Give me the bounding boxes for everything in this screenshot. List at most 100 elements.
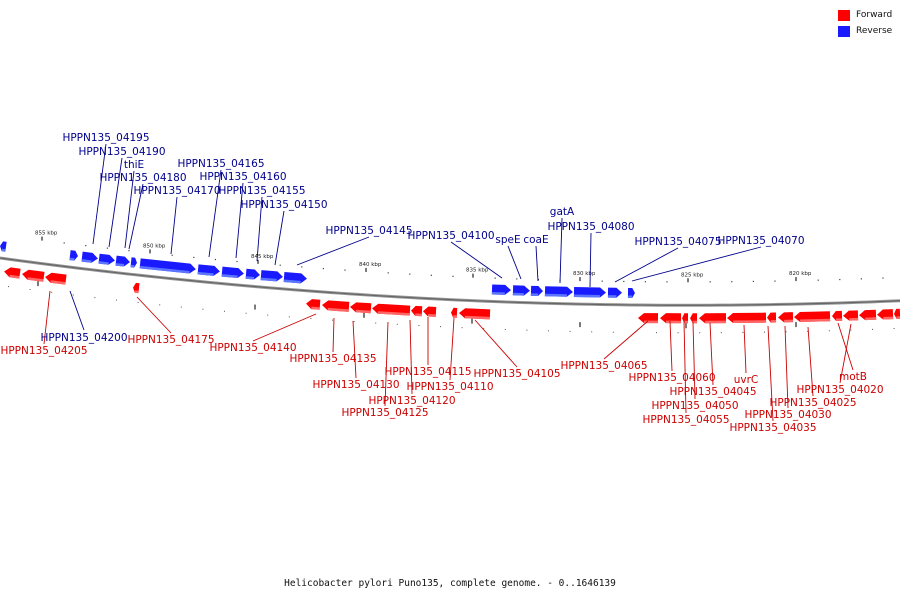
gene-label[interactable]: HPPN135_04030 [744, 409, 831, 421]
gene-label[interactable]: HPPN135_04080 [547, 221, 634, 233]
scale-minor-tick [409, 273, 411, 275]
forward-gene[interactable] [859, 309, 877, 321]
label-leader [589, 232, 592, 288]
forward-gene[interactable] [132, 282, 140, 294]
forward-gene[interactable] [638, 313, 659, 324]
gene-label[interactable]: HPPN135_04100 [407, 230, 494, 242]
reverse-gene[interactable] [283, 272, 308, 284]
scale-minor-tick [526, 329, 528, 331]
scale-ticks: 855 kbp 850 kbp 845 kbp 840 kbp 835 kbp 830 k… [8, 231, 895, 334]
gene-label[interactable]: HPPN135_04200 [40, 332, 127, 344]
reverse-gene[interactable] [491, 284, 511, 295]
reverse-gene[interactable] [607, 287, 622, 298]
reverse-gene[interactable] [98, 253, 115, 266]
gene-label[interactable]: HPPN135_04130 [312, 379, 399, 391]
forward-gene[interactable] [21, 269, 45, 282]
reverse-gene[interactable] [139, 258, 197, 274]
forward-gene[interactable] [44, 272, 67, 285]
gene-label[interactable]: HPPN135_04060 [628, 372, 715, 384]
scale-minor-tick [137, 302, 139, 304]
forward-gene[interactable] [3, 267, 21, 279]
gene-label[interactable]: speE [495, 234, 520, 246]
gene-label[interactable]: HPPN135_04190 [78, 146, 165, 158]
gene-label[interactable]: HPPN135_04065 [560, 360, 647, 372]
gene-label[interactable]: gatA [550, 206, 575, 218]
forward-gene[interactable] [322, 300, 350, 312]
gene-arrow-shade [197, 271, 214, 276]
reverse-gene[interactable] [0, 241, 7, 252]
forward-gene[interactable] [843, 310, 859, 321]
gene-arrow-shade [544, 293, 567, 297]
forward-gene[interactable] [699, 313, 727, 324]
scale-major-tick [472, 273, 474, 278]
reverse-gene[interactable] [627, 287, 635, 299]
gene-label[interactable]: HPPN135_04165 [177, 158, 264, 170]
gene-label[interactable]: HPPN135_04050 [651, 400, 738, 412]
reverse-gene[interactable] [530, 285, 543, 297]
forward-gene[interactable] [727, 312, 767, 324]
gene-label[interactable]: coaE [523, 234, 548, 246]
gene-label[interactable]: HPPN135_04155 [218, 185, 305, 197]
forward-gene[interactable] [423, 306, 437, 317]
forward-gene[interactable] [690, 313, 698, 324]
forward-gene[interactable] [778, 312, 794, 323]
gene-label[interactable]: HPPN135_04160 [199, 171, 286, 183]
gene-label[interactable]: HPPN135_04035 [729, 422, 816, 434]
reverse-gene[interactable] [245, 268, 261, 280]
forward-gene[interactable] [877, 309, 894, 320]
gene-label[interactable]: HPPN135_04110 [406, 381, 493, 393]
forward-gene[interactable] [350, 302, 372, 314]
forward-gene[interactable] [794, 311, 831, 322]
gene-label[interactable]: HPPN135_04055 [642, 414, 729, 426]
gene-label[interactable]: HPPN135_04115 [384, 366, 471, 378]
gene-label[interactable]: HPPN135_04175 [127, 334, 214, 346]
gene-label[interactable]: HPPN135_04180 [99, 172, 186, 184]
scale-major-tick [254, 304, 256, 310]
gene-label[interactable]: HPPN135_04170 [133, 185, 220, 197]
gene-label[interactable]: HPPN135_04150 [240, 199, 327, 211]
reverse-gene[interactable] [81, 251, 98, 264]
forward-gene[interactable] [459, 308, 491, 320]
gene-label[interactable]: thiE [124, 159, 144, 171]
label-leader [409, 319, 413, 395]
scale-minor-tick [116, 299, 117, 301]
reverse-gene[interactable] [573, 286, 606, 298]
forward-gene[interactable] [372, 303, 411, 316]
gene-label[interactable]: HPPN135_04025 [769, 397, 856, 409]
reverse-gene[interactable] [130, 257, 137, 268]
reverse-gene[interactable] [115, 255, 130, 268]
gene-label[interactable]: HPPN135_04205 [0, 345, 87, 357]
forward-gene[interactable] [306, 299, 321, 310]
forward-gene[interactable] [894, 308, 900, 319]
gene-label[interactable]: HPPN135_04135 [289, 353, 376, 365]
forward-gene[interactable] [682, 313, 689, 324]
gene-label[interactable]: HPPN135_04195 [62, 132, 149, 144]
gene-label[interactable]: HPPN135_04075 [634, 236, 721, 248]
gene-label[interactable]: uvrC [734, 374, 759, 386]
label-leader [256, 196, 263, 262]
forward-gene[interactable] [660, 313, 682, 324]
reverse-gene[interactable] [544, 286, 573, 297]
forward-gene[interactable] [451, 307, 458, 318]
scale-minor-tick [548, 330, 549, 332]
gene-label[interactable]: HPPN135_04045 [669, 386, 756, 398]
gene-label[interactable]: HPPN135_04125 [341, 407, 428, 419]
gene-label[interactable]: HPPN135_04020 [796, 384, 883, 396]
reverse-gene[interactable] [69, 250, 78, 261]
gene-label[interactable]: motB [839, 371, 867, 383]
gene-label[interactable]: HPPN135_04070 [717, 235, 804, 247]
reverse-gene[interactable] [512, 285, 530, 296]
gene-label[interactable]: HPPN135_04105 [473, 368, 560, 380]
scale-minor-tick [387, 272, 389, 274]
forward-gene[interactable] [411, 305, 423, 317]
reverse-gene[interactable] [260, 270, 284, 282]
reverse-gene[interactable] [197, 264, 221, 276]
forward-gene[interactable] [767, 312, 777, 323]
genome-backbone [0, 256, 900, 307]
gene-label[interactable]: HPPN135_04140 [209, 342, 296, 354]
reverse-gene[interactable] [221, 266, 245, 279]
scale-minor-tick [301, 266, 303, 268]
gene-label[interactable]: HPPN135_04120 [368, 395, 455, 407]
gene-label[interactable]: HPPN135_04145 [325, 225, 412, 237]
forward-gene[interactable] [832, 310, 843, 322]
